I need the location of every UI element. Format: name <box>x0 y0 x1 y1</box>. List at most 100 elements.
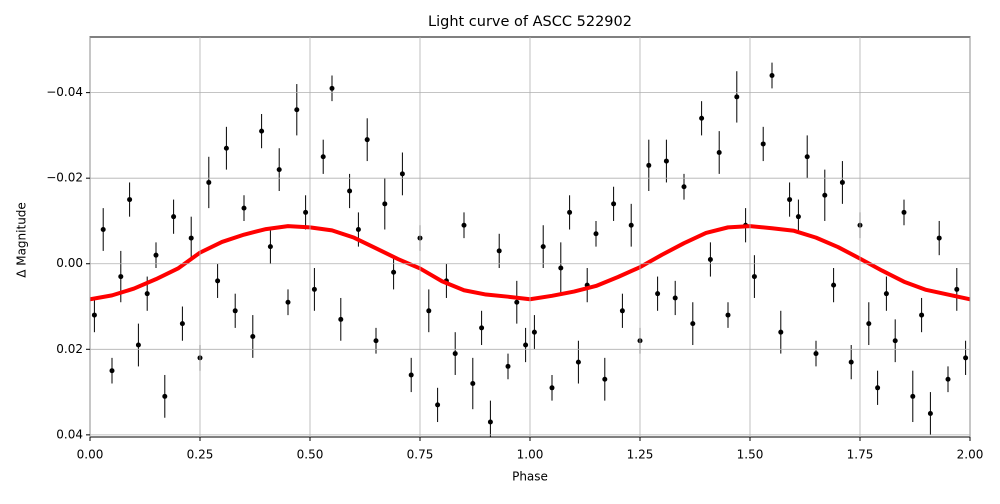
data-point <box>452 351 458 357</box>
data-point <box>188 235 194 241</box>
x-tick-label: 1.00 <box>517 448 544 462</box>
data-point <box>171 214 177 220</box>
data-point <box>646 162 652 168</box>
x-tick-label: 1.25 <box>627 448 654 462</box>
data-point <box>276 167 282 173</box>
data-point <box>831 282 837 288</box>
y-tick-label: −0.04 <box>46 85 83 99</box>
data-point <box>329 85 335 91</box>
data-point <box>496 248 502 254</box>
x-tick-label: 0.00 <box>77 448 104 462</box>
data-point <box>954 286 960 292</box>
data-point <box>294 107 300 113</box>
data-point <box>936 235 942 241</box>
x-tick-label: 0.50 <box>297 448 324 462</box>
data-point <box>628 222 634 228</box>
data-point <box>435 402 441 408</box>
data-point <box>611 201 617 207</box>
data-point <box>681 184 687 190</box>
data-point <box>593 231 599 237</box>
data-point <box>364 137 370 143</box>
data-point <box>558 265 564 271</box>
data-point <box>769 73 775 79</box>
data-point <box>575 359 581 365</box>
data-point <box>716 150 722 156</box>
data-point <box>382 201 388 207</box>
data-point <box>487 419 493 425</box>
data-point <box>734 94 740 100</box>
data-point <box>848 359 854 365</box>
data-point <box>479 325 485 331</box>
data-point <box>822 192 828 198</box>
data-point <box>813 351 819 357</box>
data-point <box>725 312 731 318</box>
data-point <box>153 252 159 258</box>
data-point <box>866 321 872 327</box>
data-point <box>127 197 133 203</box>
data-point <box>347 188 353 194</box>
data-point <box>267 244 273 250</box>
data-point <box>540 244 546 250</box>
data-point <box>215 278 221 284</box>
data-point <box>223 145 229 151</box>
x-tick-label: 0.75 <box>407 448 434 462</box>
data-point <box>338 316 344 322</box>
data-point <box>232 308 238 314</box>
data-point <box>118 274 124 280</box>
data-point <box>795 214 801 220</box>
x-tick-label: 1.75 <box>847 448 874 462</box>
data-point <box>804 154 810 160</box>
y-tick-label: −0.02 <box>46 171 83 185</box>
data-point <box>523 342 529 348</box>
data-point <box>778 329 784 335</box>
data-point <box>303 209 309 215</box>
data-point <box>179 321 185 327</box>
data-point <box>839 179 845 185</box>
data-point <box>945 376 951 382</box>
data-point <box>426 308 432 314</box>
data-point <box>901 209 907 215</box>
data-point <box>690 321 696 327</box>
data-point <box>787 197 793 203</box>
chart-title: Light curve of ASCC 522902 <box>428 14 632 30</box>
data-point <box>875 385 881 391</box>
y-tick-label: 0.00 <box>56 256 83 270</box>
data-point <box>699 115 705 121</box>
data-point <box>250 333 256 339</box>
data-point <box>883 291 889 297</box>
data-point <box>135 342 141 348</box>
data-point <box>355 227 361 233</box>
data-point <box>241 205 247 211</box>
data-point <box>391 269 397 275</box>
x-tick-label: 2.00 <box>957 448 984 462</box>
data-point <box>311 286 317 292</box>
data-point <box>461 222 467 228</box>
data-point <box>619 308 625 314</box>
data-point <box>470 381 476 387</box>
data-point <box>144 291 150 297</box>
data-point <box>408 372 414 378</box>
data-point <box>514 299 520 305</box>
data-point <box>927 410 933 416</box>
data-point <box>707 256 713 262</box>
data-point <box>602 376 608 382</box>
data-point <box>892 338 898 344</box>
data-point <box>399 171 405 177</box>
data-point <box>100 227 106 233</box>
data-point <box>109 368 115 374</box>
data-point <box>760 141 766 147</box>
data-point <box>285 299 291 305</box>
data-point <box>655 291 661 297</box>
data-point <box>162 393 168 399</box>
y-tick-label: 0.04 <box>56 427 83 441</box>
data-point <box>505 363 511 369</box>
data-point <box>320 154 326 160</box>
x-tick-label: 1.50 <box>737 448 764 462</box>
data-point <box>549 385 555 391</box>
data-point <box>672 295 678 301</box>
data-point <box>963 355 969 361</box>
y-tick-label: 0.02 <box>56 342 83 356</box>
x-tick-label: 0.25 <box>187 448 214 462</box>
data-point <box>373 338 379 344</box>
